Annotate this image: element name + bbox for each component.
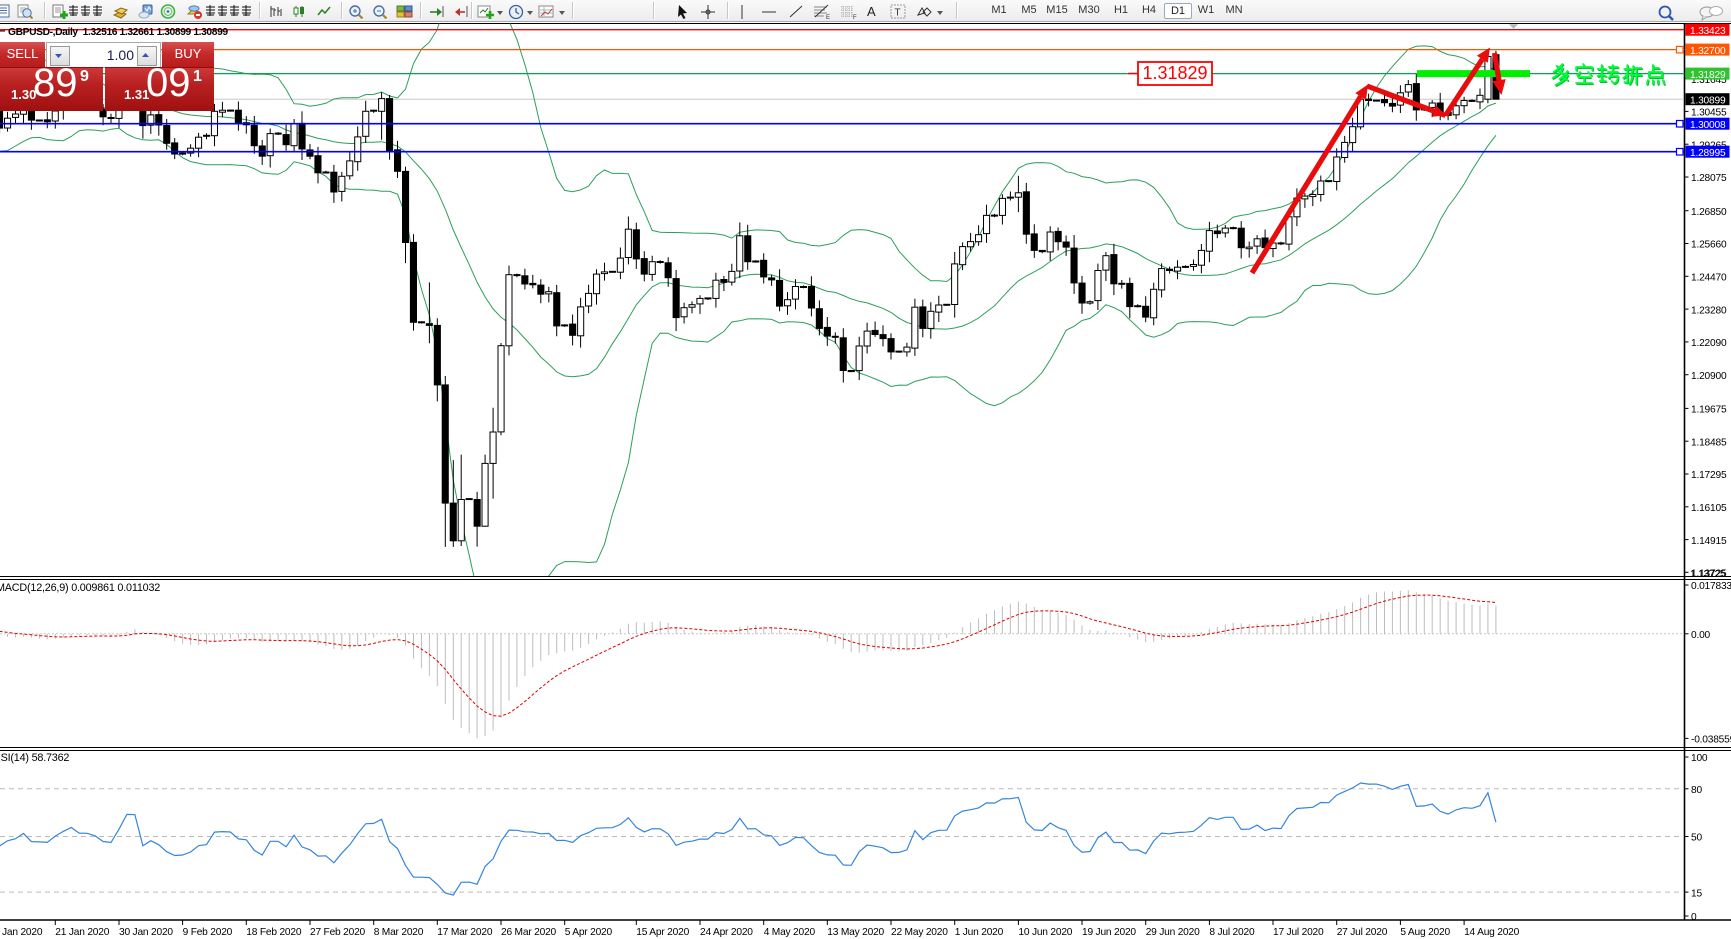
- svg-text:5 Aug 2020: 5 Aug 2020: [1400, 927, 1450, 938]
- svg-text:1.32700: 1.32700: [1690, 46, 1726, 57]
- svg-text:10 Jun 2020: 10 Jun 2020: [1018, 927, 1072, 938]
- svg-text:27 Feb 2020: 27 Feb 2020: [310, 927, 366, 938]
- svg-text:27 Jul 2020: 27 Jul 2020: [1337, 927, 1388, 938]
- svg-text:RSI(14) 58.7362: RSI(14) 58.7362: [0, 752, 69, 764]
- svg-text:1.30008: 1.30008: [1690, 120, 1726, 131]
- svg-text:19 Jun 2020: 19 Jun 2020: [1082, 927, 1136, 938]
- svg-text:22 May 2020: 22 May 2020: [891, 927, 948, 938]
- svg-text:1.33423: 1.33423: [1690, 26, 1726, 37]
- svg-text:1.24470: 1.24470: [1691, 273, 1727, 284]
- svg-text:1.18485: 1.18485: [1691, 437, 1727, 448]
- svg-text:8 Mar 2020: 8 Mar 2020: [374, 927, 424, 938]
- svg-text:1.16105: 1.16105: [1691, 503, 1727, 514]
- svg-text:GBPUSD-,Daily 1.32516 1.32661: GBPUSD-,Daily 1.32516 1.32661 1.30899 1.…: [8, 27, 228, 38]
- svg-text:1.20900: 1.20900: [1691, 371, 1727, 382]
- svg-text:24 Apr 2020: 24 Apr 2020: [700, 927, 753, 938]
- svg-text:18 Feb 2020: 18 Feb 2020: [246, 927, 302, 938]
- svg-text:E: E: [826, 15, 830, 20]
- svg-text:1.26850: 1.26850: [1691, 207, 1727, 218]
- svg-text:8 Jul 2020: 8 Jul 2020: [1209, 927, 1255, 938]
- svg-text:MACD(12,26,9) 0.009861 0.01103: MACD(12,26,9) 0.009861 0.011032: [0, 582, 160, 594]
- svg-text:26 Mar 2020: 26 Mar 2020: [501, 927, 557, 938]
- svg-text:9 Feb 2020: 9 Feb 2020: [183, 927, 233, 938]
- svg-text:80: 80: [1691, 785, 1702, 796]
- svg-text:1.31829: 1.31829: [1142, 63, 1207, 83]
- svg-text:21 Jan 2020: 21 Jan 2020: [55, 927, 109, 938]
- svg-text:100: 100: [1691, 753, 1708, 764]
- svg-text:1.30899: 1.30899: [1690, 95, 1726, 106]
- svg-text:1.25660: 1.25660: [1691, 240, 1727, 251]
- svg-text:14 Aug 2020: 14 Aug 2020: [1464, 927, 1520, 938]
- svg-text:4 May 2020: 4 May 2020: [764, 927, 816, 938]
- svg-text:1.14915: 1.14915: [1691, 536, 1727, 547]
- svg-text:F: F: [853, 15, 857, 20]
- svg-text:1 Jun 2020: 1 Jun 2020: [955, 927, 1004, 938]
- svg-text:1.22090: 1.22090: [1691, 338, 1727, 349]
- svg-text:0: 0: [1691, 912, 1697, 923]
- svg-text:29 Jun 2020: 29 Jun 2020: [1146, 927, 1200, 938]
- svg-text:T: T: [895, 8, 901, 19]
- svg-text:1.30455: 1.30455: [1691, 108, 1727, 119]
- svg-text:1.23280: 1.23280: [1691, 305, 1727, 316]
- svg-text:1.13725: 1.13725: [1691, 569, 1727, 580]
- svg-text:1.28995: 1.28995: [1690, 148, 1726, 159]
- svg-text:15: 15: [1691, 888, 1702, 899]
- svg-text:1.28075: 1.28075: [1691, 173, 1727, 184]
- svg-text:17 Jul 2020: 17 Jul 2020: [1273, 927, 1324, 938]
- svg-text:1.31645: 1.31645: [1691, 75, 1727, 86]
- svg-text:-0.038559: -0.038559: [1691, 735, 1731, 746]
- svg-text:1.13725: 1.13725: [1690, 569, 1726, 580]
- svg-text:15 Apr 2020: 15 Apr 2020: [636, 927, 689, 938]
- svg-text:1.31829: 1.31829: [1690, 70, 1726, 81]
- svg-text:17 Mar 2020: 17 Mar 2020: [437, 927, 493, 938]
- svg-text:0.00: 0.00: [1691, 630, 1711, 641]
- svg-text:5 Apr 2020: 5 Apr 2020: [565, 927, 613, 938]
- svg-text:1.17295: 1.17295: [1691, 470, 1727, 481]
- svg-text:13 May 2020: 13 May 2020: [827, 927, 884, 938]
- svg-text:Jan 2020: Jan 2020: [2, 927, 43, 938]
- svg-text:1.19675: 1.19675: [1691, 405, 1727, 416]
- svg-text:0.017833: 0.017833: [1691, 581, 1731, 592]
- svg-text:30 Jan 2020: 30 Jan 2020: [119, 927, 173, 938]
- svg-text:50: 50: [1691, 833, 1702, 844]
